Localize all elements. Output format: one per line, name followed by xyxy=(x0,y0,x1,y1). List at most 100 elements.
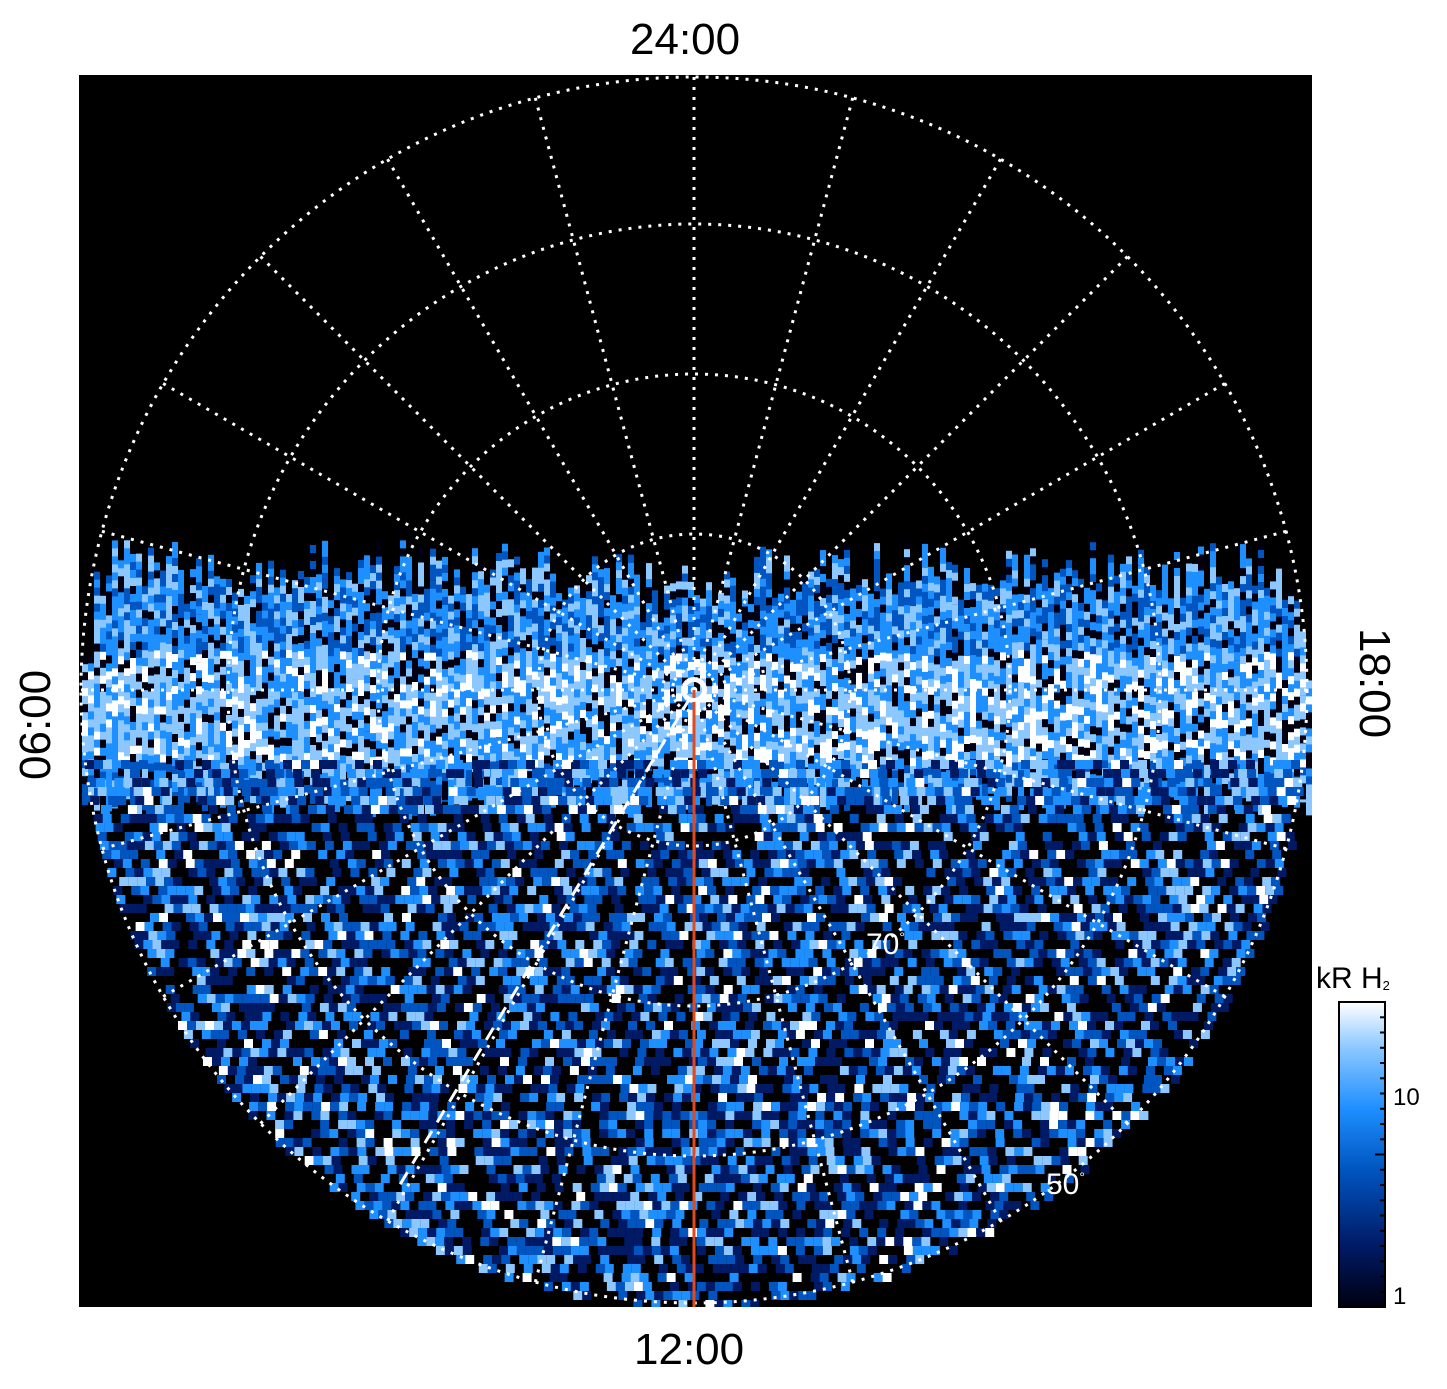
emission-band-cell xyxy=(730,737,736,749)
emission-band-cell xyxy=(478,635,484,648)
emission-band-cell xyxy=(862,739,868,754)
emission-band-cell xyxy=(208,730,214,742)
emission-band-cell xyxy=(550,725,556,738)
emission-band-cell xyxy=(1006,782,1012,796)
emission-band-cell xyxy=(802,575,808,584)
emission-band-cell xyxy=(784,603,790,613)
emission-band-cell xyxy=(868,681,874,692)
emission-band-cell xyxy=(124,668,130,677)
emission-band-cell xyxy=(964,584,970,596)
emission-band-cell xyxy=(1018,690,1024,703)
emission-band-cell xyxy=(100,771,106,783)
emission-band-cell xyxy=(430,700,436,710)
emission-band-cell xyxy=(244,636,250,644)
emission-band-cell xyxy=(268,672,274,682)
emission-band-cell xyxy=(88,783,94,796)
emission-band-cell xyxy=(1132,729,1138,741)
emission-band-cell xyxy=(1066,736,1072,747)
emission-band-cell xyxy=(1054,580,1060,595)
emission-band-cell xyxy=(136,585,142,600)
emission-band-cell xyxy=(1066,648,1072,658)
emission-band-cell xyxy=(286,738,292,752)
emission-band-cell xyxy=(664,633,670,644)
emission-band-cell xyxy=(1060,712,1066,721)
emission-band-cell xyxy=(124,644,130,655)
emission-band-cell xyxy=(1066,584,1072,593)
emission-band-cell xyxy=(136,633,142,642)
emission-band-cell xyxy=(790,695,796,705)
emission-band-cell xyxy=(358,616,364,630)
emission-band-cell xyxy=(982,591,988,600)
emission-band-cell xyxy=(112,708,118,719)
emission-band-cell xyxy=(634,614,640,624)
emission-band-cell xyxy=(358,600,364,614)
emission-band-cell xyxy=(106,655,112,669)
emission-band-cell xyxy=(460,602,466,612)
emission-band-cell xyxy=(676,629,682,641)
emission-band-cell xyxy=(856,768,862,780)
emission-band-cell xyxy=(226,635,232,646)
emission-band-cell xyxy=(1006,702,1012,715)
emission-band-cell xyxy=(340,771,346,786)
emission-band-cell xyxy=(292,748,298,761)
emission-band-cell xyxy=(322,644,328,655)
emission-band-cell xyxy=(946,666,952,676)
emission-band-cell xyxy=(574,649,580,659)
emission-band-cell xyxy=(556,737,562,747)
emission-band-cell xyxy=(406,692,412,701)
emission-band-cell xyxy=(1114,735,1120,748)
emission-band-cell xyxy=(706,606,712,622)
emission-band-cell xyxy=(538,743,544,755)
emission-band-cell xyxy=(310,657,316,665)
emission-band-cell xyxy=(922,647,928,661)
emission-band-cell xyxy=(640,678,646,693)
emission-band-cell xyxy=(1072,778,1078,794)
emission-band-cell xyxy=(1132,601,1138,611)
emission-band-cell xyxy=(838,695,844,709)
emission-band-cell xyxy=(832,635,838,647)
emission-band-cell xyxy=(220,634,226,648)
emission-band-cell xyxy=(976,744,982,759)
emission-band-cell xyxy=(730,593,736,607)
emission-band-cell xyxy=(124,724,130,740)
emission-band-cell xyxy=(298,683,304,693)
emission-band-cell xyxy=(910,766,916,782)
emission-band-cell xyxy=(832,579,838,588)
emission-band-cell xyxy=(598,689,604,703)
emission-band-cell xyxy=(574,713,580,724)
emission-band-cell xyxy=(346,732,352,741)
emission-band-cell xyxy=(958,599,964,609)
emission-band-cell xyxy=(964,656,970,668)
emission-band-cell xyxy=(892,602,898,611)
emission-band-cell xyxy=(268,656,274,670)
emission-band-cell xyxy=(304,696,310,705)
emission-band-cell xyxy=(748,612,754,627)
emission-band-cell xyxy=(436,768,442,780)
emission-band-cell xyxy=(922,751,928,767)
emission-band-cell xyxy=(676,613,682,627)
emission-band-cell xyxy=(256,578,262,590)
emission-band-cell xyxy=(160,610,166,626)
emission-band-cell xyxy=(526,723,532,735)
emission-band-cell xyxy=(292,596,298,609)
emission-band-cell xyxy=(730,641,736,651)
emission-band-cell xyxy=(148,555,154,564)
emission-band-cell xyxy=(1090,566,1096,575)
emission-band-cell xyxy=(160,698,166,709)
emission-band-cell xyxy=(1078,658,1084,673)
emission-band-cell xyxy=(208,690,214,699)
emission-band-cell xyxy=(688,645,694,661)
emission-band-cell xyxy=(898,766,904,779)
emission-band-cell xyxy=(496,569,502,582)
emission-band-cell xyxy=(1018,722,1024,735)
emission-band-cell xyxy=(556,673,562,685)
emission-band-cell xyxy=(148,603,154,617)
emission-band-cell xyxy=(238,620,244,636)
emission-band-cell xyxy=(610,643,616,654)
emission-band-cell xyxy=(766,685,772,700)
emission-band-cell xyxy=(532,671,538,685)
emission-band-cell xyxy=(784,739,790,750)
emission-band-cell xyxy=(178,665,184,674)
emission-band-cell xyxy=(1120,723,1126,736)
